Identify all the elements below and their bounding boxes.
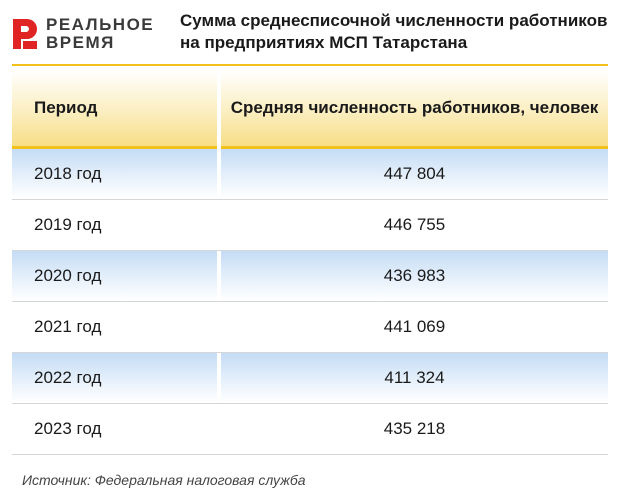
- row-value: 446 755: [221, 200, 608, 250]
- column-header-period: Период: [12, 70, 217, 149]
- brand-logo: РЕАЛЬНОЕ ВРЕМЯ: [10, 14, 160, 54]
- table-row: 2021 год 441 069: [12, 302, 608, 353]
- row-period: 2018 год: [12, 149, 217, 199]
- table-row: 2022 год 411 324: [12, 353, 608, 404]
- row-period: 2022 год: [12, 353, 217, 403]
- brand-name-line2: ВРЕМЯ: [46, 33, 115, 52]
- column-header-employees: Средняя численность работников, человек: [221, 70, 608, 149]
- source-note: Источник: Федеральная налоговая служба: [22, 472, 306, 488]
- row-value: 411 324: [221, 353, 608, 403]
- row-period: 2021 год: [12, 302, 217, 352]
- table-row: 2023 год 435 218: [12, 404, 608, 455]
- table-row: 2019 год 446 755: [12, 200, 608, 251]
- row-period: 2019 год: [12, 200, 217, 250]
- row-value: 435 218: [221, 404, 608, 454]
- row-value: 441 069: [221, 302, 608, 352]
- row-period: 2020 год: [12, 251, 217, 301]
- brand-name-line1: РЕАЛЬНОЕ: [46, 15, 155, 34]
- header-divider: [12, 64, 608, 66]
- brand-name: РЕАЛЬНОЕ ВРЕМЯ: [46, 16, 154, 52]
- row-period: 2023 год: [12, 404, 217, 454]
- chart-title: Сумма среднесписочной численности работн…: [180, 11, 608, 52]
- table-header-row: Период Средняя численность работников, ч…: [12, 70, 608, 149]
- data-table: Период Средняя численность работников, ч…: [12, 70, 608, 455]
- row-value: 436 983: [221, 251, 608, 301]
- brand-logo-icon: [13, 19, 37, 49]
- table-row: 2020 год 436 983: [12, 251, 608, 302]
- table-row: 2018 год 447 804: [12, 149, 608, 200]
- row-value: 447 804: [221, 149, 608, 199]
